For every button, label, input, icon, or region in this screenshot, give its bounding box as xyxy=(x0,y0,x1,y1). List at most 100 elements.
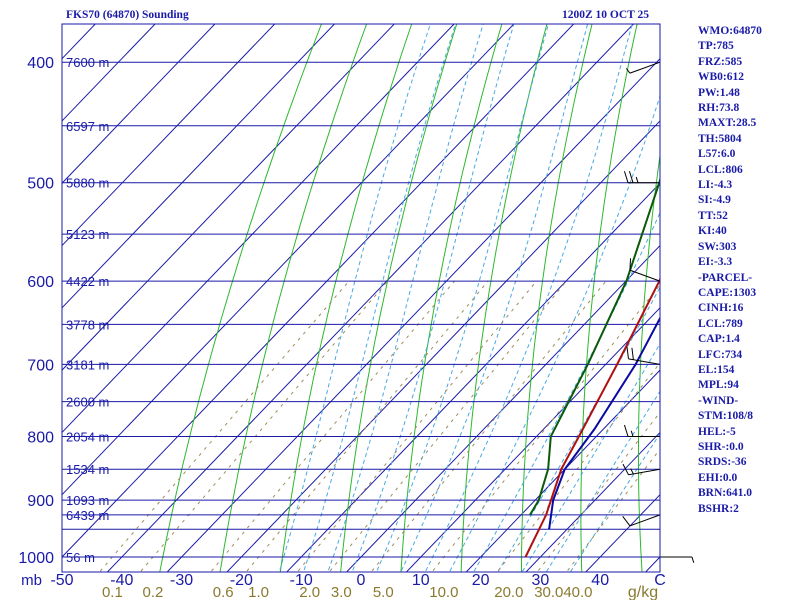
moist-adiabat xyxy=(497,286,660,572)
dry-adiabat xyxy=(219,24,368,572)
pressure-label: 1000 xyxy=(18,550,54,567)
wind-barbs xyxy=(622,61,695,563)
index-item: LFC:734 xyxy=(698,348,743,361)
index-item: SW:303 xyxy=(698,240,737,253)
index-item: MAXT:28.5 xyxy=(698,117,757,130)
dry-adiabat xyxy=(637,152,660,572)
isotherm-line xyxy=(286,182,660,572)
dry-adiabat-grid xyxy=(159,24,660,572)
mixing-ratio-line xyxy=(98,280,350,572)
index-item: FRZ:585 xyxy=(698,55,743,68)
mixing-ratio-line xyxy=(210,280,455,572)
height-label: 3181 m xyxy=(66,357,109,372)
index-item: CAP:1.4 xyxy=(698,333,740,346)
mixing-ratio-line xyxy=(536,411,660,572)
sounding-time: 1200Z 10 OCT 25 xyxy=(562,9,650,21)
index-item: LI:-4.3 xyxy=(698,179,733,192)
wind-barb-staff xyxy=(629,269,661,282)
index-item: STM:108/8 xyxy=(698,410,753,423)
height-label: 1093 m xyxy=(66,493,109,508)
isotherm-line xyxy=(166,57,660,572)
index-item: BRN:641.0 xyxy=(698,487,752,500)
temperature-tick-label: 40 xyxy=(591,572,609,589)
pressure-label: 600 xyxy=(27,274,54,291)
wind-barb-flag xyxy=(622,463,629,476)
parcel-trace xyxy=(548,316,660,530)
wind-barb-staff xyxy=(628,468,661,476)
mixing-ratio-label: 40.0 xyxy=(563,584,592,600)
index-item: KI:40 xyxy=(698,225,727,238)
height-label: 6597 m xyxy=(66,119,109,134)
mixing-ratio-label: 3.0 xyxy=(331,584,352,600)
mixing-ratio-line xyxy=(565,448,660,572)
dry-adiabat xyxy=(521,24,593,572)
mixing-ratio-line xyxy=(296,280,537,572)
temperature-tick-label: 30 xyxy=(532,572,550,589)
wind-barb-flag xyxy=(631,347,634,360)
height-label: 7600 m xyxy=(66,55,109,70)
wind-barb-staff xyxy=(628,358,661,365)
wind-barb-flag xyxy=(625,68,631,74)
mixing-ratio-line xyxy=(139,280,388,572)
indices-panel: WMO:64870 TP:785 FRZ:585 WB0:612 PW:1.48… xyxy=(698,24,798,517)
mixing-ratio-grid xyxy=(98,280,660,572)
temperature-tick-label: 10 xyxy=(412,572,430,589)
temperature-trace xyxy=(524,276,660,558)
index-item: -WIND- xyxy=(698,394,739,407)
index-item: HEL:-5 xyxy=(698,425,736,438)
moist-adiabat xyxy=(278,24,431,572)
moist-adiabat xyxy=(569,432,660,572)
index-item: LCL:806 xyxy=(698,163,743,176)
wind-barb-flag xyxy=(628,171,634,183)
dry-adiabat xyxy=(340,24,458,572)
mixing-ratio-line xyxy=(431,284,660,572)
temperature-tick-label: -20 xyxy=(230,572,253,589)
isotherm-line xyxy=(62,24,575,558)
height-label: 4422 m xyxy=(66,274,109,289)
index-item: LCL:789 xyxy=(698,317,743,330)
dry-adiabat xyxy=(279,24,413,572)
pressure-label: 700 xyxy=(27,357,54,374)
index-item: PW:1.48 xyxy=(698,86,740,99)
wind-barb-flag xyxy=(623,171,629,183)
mixing-ratio-label: 0.1 xyxy=(102,584,123,600)
height-label: 2600 m xyxy=(66,395,109,410)
index-item: L57:6.0 xyxy=(698,148,736,161)
index-item: SI:-4.9 xyxy=(698,194,731,207)
mixing-ratio-line xyxy=(370,280,607,572)
wind-barb-flag xyxy=(630,468,634,475)
dry-adiabat xyxy=(159,24,323,572)
pressure-label: 800 xyxy=(27,430,54,447)
pressure-label: 900 xyxy=(27,493,54,510)
moist-adiabat xyxy=(375,24,549,572)
moist-adiabat xyxy=(303,24,457,572)
mixing-ratio-label: 10.0 xyxy=(429,584,458,600)
isotherm-line xyxy=(405,307,660,572)
mixing-ratio-label: 0.6 xyxy=(213,584,234,600)
index-item: EHI:0.0 xyxy=(698,471,738,484)
isobar-grid xyxy=(62,61,660,558)
height-label: 1534 m xyxy=(66,462,109,477)
moist-adiabat xyxy=(351,24,515,572)
index-item: TT:52 xyxy=(698,209,728,222)
index-item: SHR-:0.0 xyxy=(698,440,744,453)
temperature-tick-label: -10 xyxy=(290,572,313,589)
temperature-tick-label: -30 xyxy=(170,572,193,589)
index-item: TH:5804 xyxy=(698,132,742,145)
height-label: 6439 m xyxy=(66,508,109,523)
pressure-label: 400 xyxy=(27,55,54,72)
index-item: MPL:94 xyxy=(698,379,739,392)
mixing-ratio-unit: g/kg xyxy=(628,584,658,600)
isotherm-line xyxy=(345,244,660,572)
index-item: EL:154 xyxy=(698,363,735,376)
mixing-ratio-label: 0.2 xyxy=(143,584,164,600)
wind-barb-flag xyxy=(626,346,629,359)
isotherm-line xyxy=(62,24,515,496)
wind-barb-flag xyxy=(629,258,632,271)
mixing-ratio-label: 5.0 xyxy=(373,584,394,600)
index-item: EI:-3.3 xyxy=(698,256,733,269)
height-label: 56 m xyxy=(66,550,95,565)
index-item: CAPE:1303 xyxy=(698,286,757,299)
